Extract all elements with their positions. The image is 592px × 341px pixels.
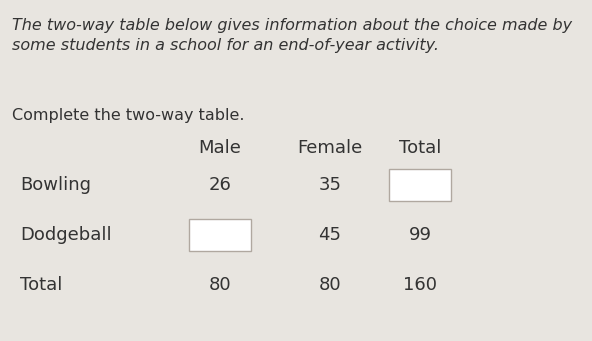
Text: 160: 160 xyxy=(403,276,437,294)
Text: Female: Female xyxy=(297,139,363,157)
Text: Total: Total xyxy=(399,139,441,157)
Text: 26: 26 xyxy=(208,176,231,194)
Text: Total: Total xyxy=(20,276,62,294)
Text: Male: Male xyxy=(198,139,242,157)
Text: 80: 80 xyxy=(209,276,231,294)
Text: some students in a school for an end-of-year activity.: some students in a school for an end-of-… xyxy=(12,38,439,53)
Text: The two-way table below gives information about the choice made by: The two-way table below gives informatio… xyxy=(12,18,572,33)
Text: 45: 45 xyxy=(318,226,342,244)
Text: 35: 35 xyxy=(318,176,342,194)
Text: Bowling: Bowling xyxy=(20,176,91,194)
FancyBboxPatch shape xyxy=(389,169,451,201)
Text: Dodgeball: Dodgeball xyxy=(20,226,112,244)
Text: 99: 99 xyxy=(408,226,432,244)
FancyBboxPatch shape xyxy=(189,219,251,251)
Text: Complete the two-way table.: Complete the two-way table. xyxy=(12,108,244,123)
Text: 80: 80 xyxy=(318,276,342,294)
